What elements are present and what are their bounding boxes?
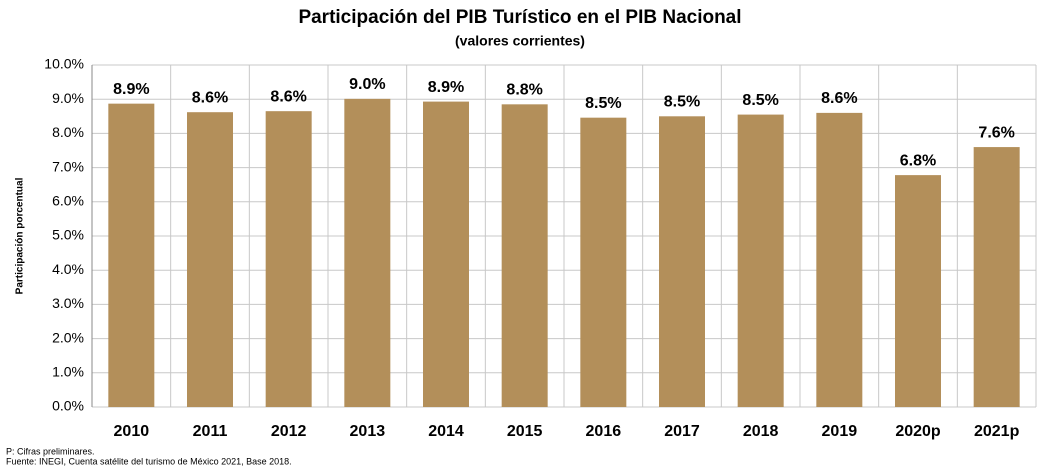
data-label: 8.6%	[821, 90, 857, 107]
bar	[580, 117, 627, 407]
bar	[501, 104, 548, 407]
x-tick-label: 2012	[271, 423, 307, 440]
bar	[423, 101, 469, 408]
data-label: 7.6%	[978, 124, 1014, 141]
data-label: 8.8%	[506, 82, 542, 99]
x-tick-label: 2014	[428, 423, 464, 440]
x-tick-label: 2015	[507, 423, 543, 440]
bar	[265, 111, 312, 408]
y-tick-label: 8.0%	[52, 124, 84, 140]
y-tick-label: 6.0%	[52, 193, 84, 209]
chart-subtitle: (valores corrientes)	[455, 33, 585, 49]
x-tick-label: 2010	[114, 423, 150, 440]
data-label: 8.9%	[113, 81, 149, 98]
bar	[108, 103, 155, 408]
y-tick-label: 2.0%	[52, 329, 84, 345]
y-axis-label: Participación porcentual	[15, 177, 26, 294]
bar	[187, 112, 233, 408]
footnote: P: Cifras preliminares.	[6, 446, 95, 456]
x-tick-label: 2021p	[974, 423, 1020, 440]
x-tick-label: 2016	[586, 423, 622, 440]
data-label: 8.5%	[742, 92, 778, 109]
bar	[973, 147, 1020, 407]
x-tick-label: 2017	[664, 423, 700, 440]
y-tick-label: 9.0%	[52, 90, 84, 106]
data-label: 8.6%	[270, 88, 306, 105]
footnote: Fuente: INEGI, Cuenta satélite del turis…	[6, 456, 292, 466]
data-label: 8.6%	[192, 89, 228, 106]
bar	[816, 112, 863, 407]
chart-title: Participación del PIB Turístico en el PI…	[298, 7, 741, 28]
y-tick-label: 4.0%	[52, 261, 84, 277]
x-tick-label: 2019	[822, 423, 858, 440]
y-tick-label: 10.0%	[44, 56, 84, 72]
data-label: 6.8%	[900, 152, 936, 169]
x-tick-label: 2011	[193, 423, 228, 440]
y-tick-label: 3.0%	[52, 295, 84, 311]
bar	[737, 114, 784, 407]
bar	[659, 116, 705, 408]
y-tick-label: 1.0%	[52, 364, 84, 380]
x-tick-label: 2020p	[895, 423, 941, 440]
data-label: 8.5%	[585, 95, 621, 112]
data-label: 8.5%	[664, 94, 700, 111]
y-tick-label: 7.0%	[52, 158, 84, 174]
x-tick-label: 2013	[350, 423, 386, 440]
y-tick-label: 0.0%	[52, 398, 84, 414]
y-tick-label: 5.0%	[52, 227, 84, 243]
data-label: 8.9%	[428, 79, 464, 96]
x-tick-label: 2018	[743, 423, 779, 440]
data-label: 9.0%	[349, 76, 385, 93]
bar	[344, 98, 391, 407]
bar	[895, 175, 941, 407]
